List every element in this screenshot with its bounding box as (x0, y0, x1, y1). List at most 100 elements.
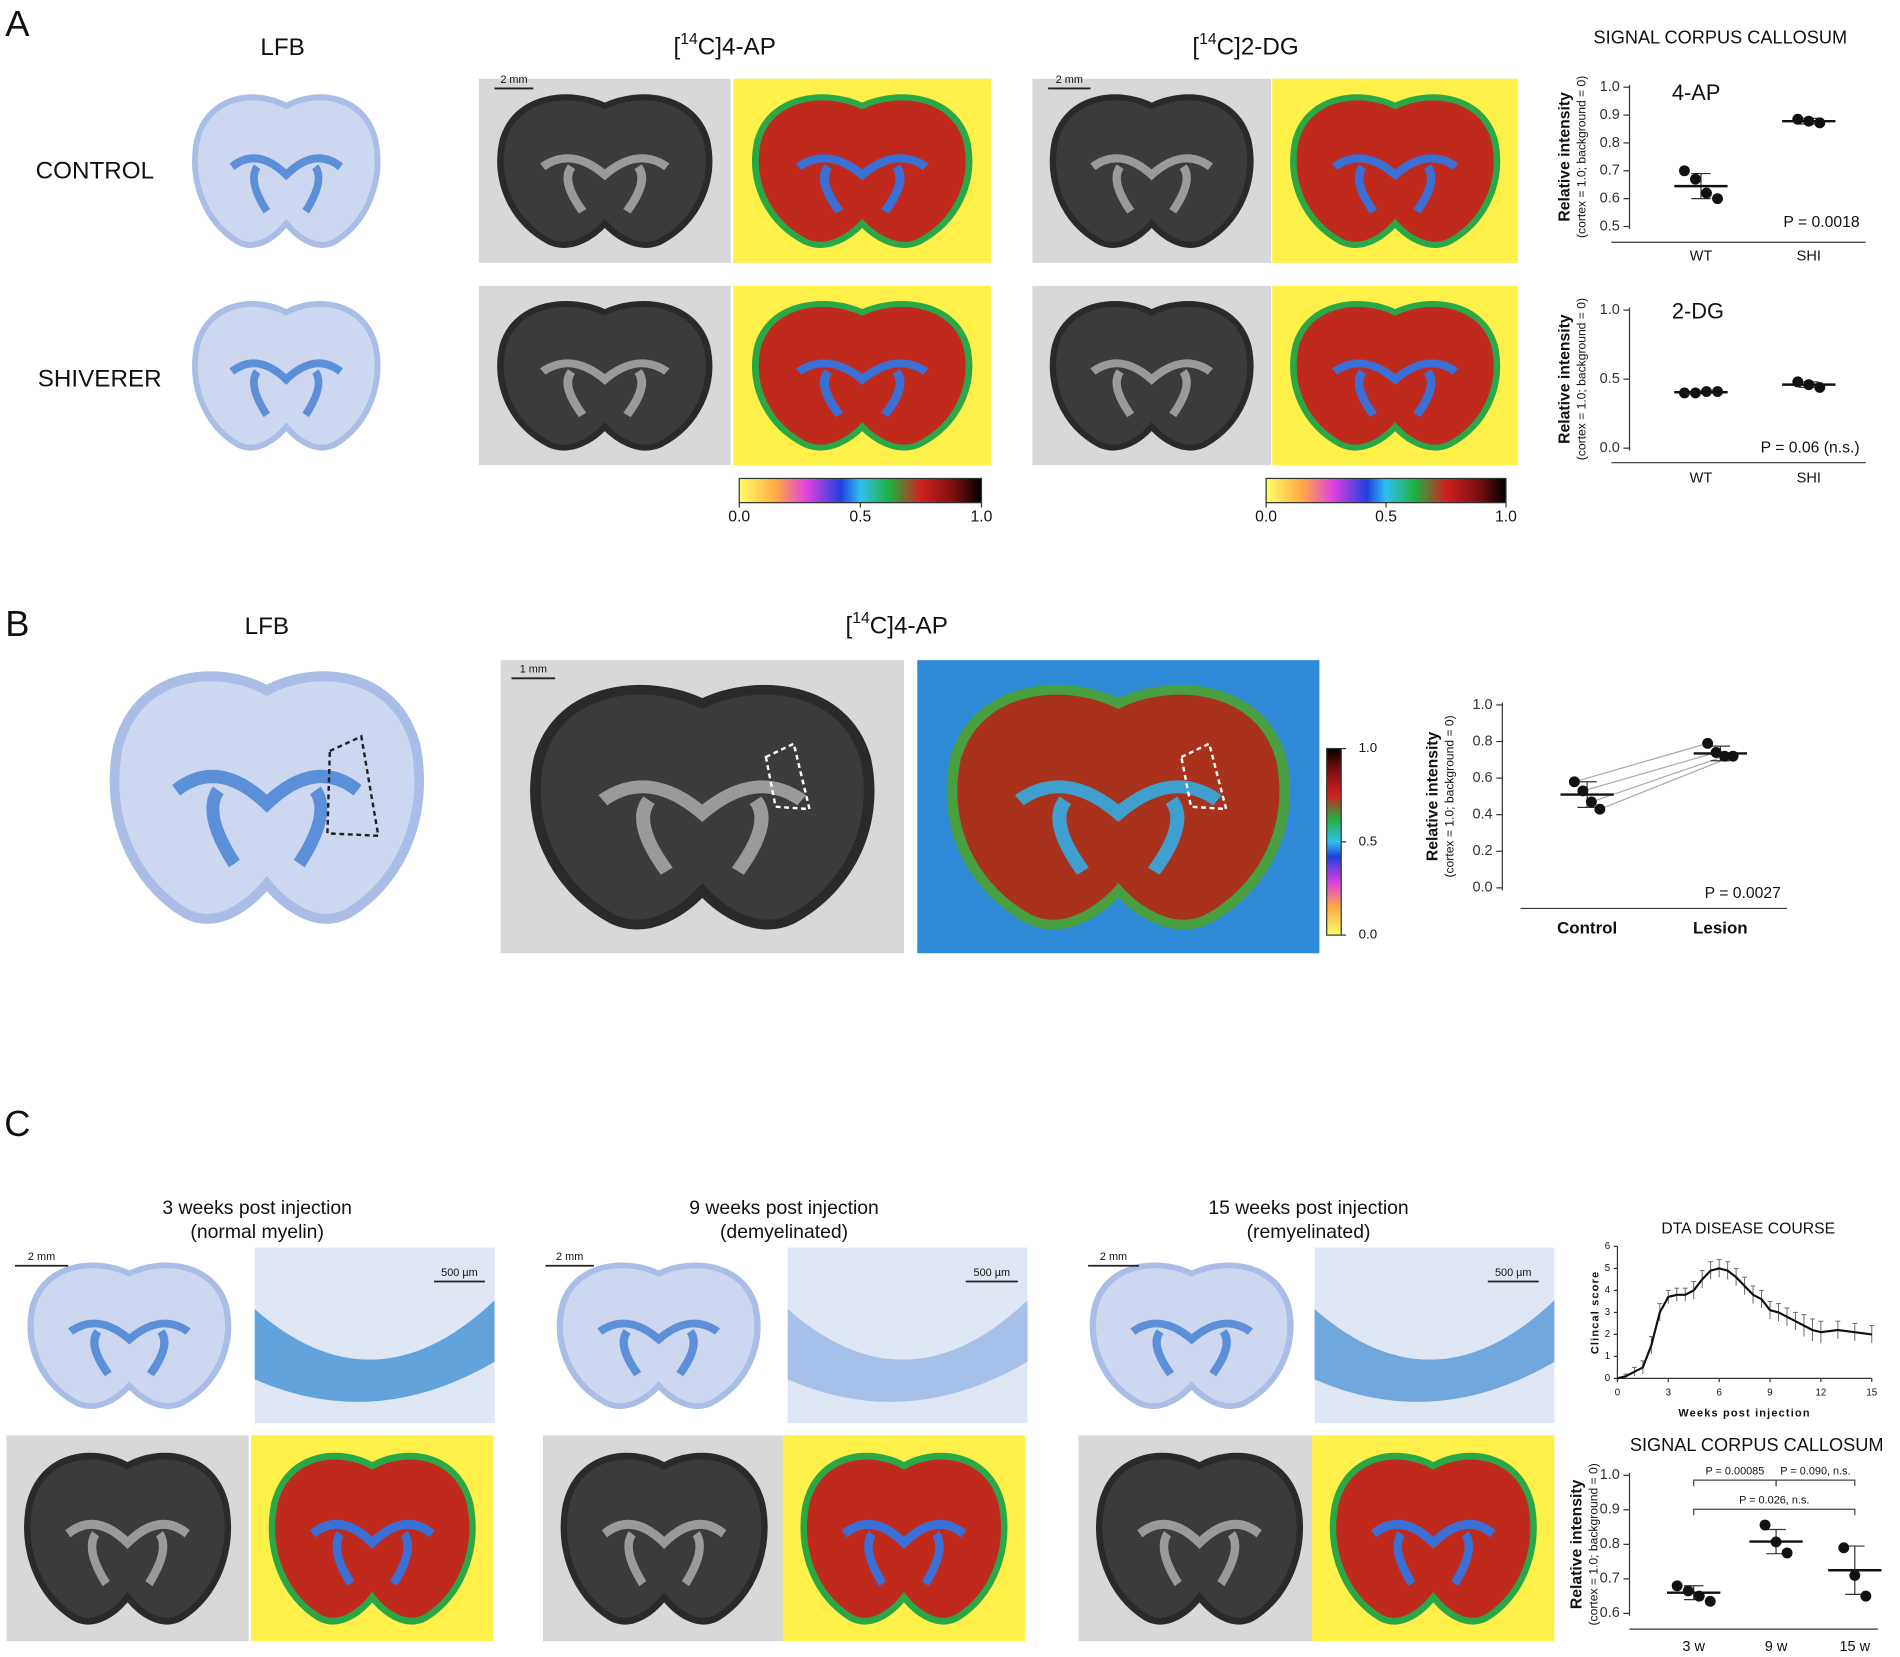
score-line (1617, 1267, 1872, 1380)
x-tick-label: WT (1690, 470, 1713, 486)
y-tick-label: 0.7 (1600, 1571, 1620, 1587)
column-title: 3 weeks post injection (162, 1197, 352, 1219)
lesion-outline (1179, 741, 1228, 811)
panel-letter: C (4, 1103, 30, 1144)
data-point (1671, 1580, 1683, 1592)
scale-bar-label: 2 mm (556, 1251, 583, 1263)
colorbar (1326, 747, 1342, 936)
x-tick-label: 9 w (1765, 1639, 1788, 1655)
x-tick-label: 0 (1615, 1388, 1621, 1399)
colorbar-tick-label: 0.0 (728, 508, 750, 525)
chart-label: 2-DG (1672, 298, 1724, 323)
data-point (1719, 750, 1731, 762)
y-tick-label: 0.0 (1472, 880, 1492, 896)
y-tick-label: 0.9 (1600, 107, 1620, 123)
comparison-bracket (1775, 1479, 1856, 1487)
x-tick-label: 12 (1816, 1388, 1827, 1399)
zoom-tract (254, 1300, 495, 1402)
chart-title: DTA DISEASE COURSE (1661, 1221, 1835, 1238)
colorbar-tick-label: 0.0 (1359, 927, 1378, 942)
comparison-label: P = 0.00085 (1705, 1466, 1764, 1478)
chart-title: SIGNAL CORPUS CALLOSUM (1630, 1435, 1884, 1455)
data-point (1814, 117, 1826, 129)
column-title: 15 weeks post injection (1208, 1197, 1408, 1219)
data-point (1690, 387, 1701, 399)
y-tick-label: 4 (1605, 1285, 1611, 1296)
p-value: P = 0.0027 (1705, 885, 1781, 902)
data-point (1704, 1595, 1716, 1607)
panel-title: [14C]4-AP (846, 610, 948, 640)
y-tick-label: 0.7 (1600, 163, 1620, 179)
data-point (1727, 750, 1739, 762)
panel-letter: B (5, 603, 29, 644)
colorbar-tick-label: 1.0 (971, 508, 993, 525)
colorbar (1265, 477, 1507, 504)
data-point (1803, 379, 1815, 391)
y-tick-label: 2 (1605, 1329, 1610, 1340)
data-point (1568, 776, 1580, 788)
data-point (1759, 1519, 1771, 1531)
y-tick-label: 1.0 (1600, 79, 1620, 95)
y-tick-label: 0.2 (1472, 843, 1492, 859)
lesion-outline (326, 734, 380, 838)
scale-bar-label: 500 µm (441, 1267, 478, 1279)
y-tick-label: 0.8 (1472, 733, 1492, 749)
pair-line (1574, 742, 1708, 783)
x-tick-label: 15 w (1839, 1639, 1870, 1655)
y-tick-label: 1.0 (1600, 1467, 1620, 1483)
panel-title: LFB (245, 613, 289, 640)
x-axis-label: Weeks post injection (1678, 1407, 1810, 1419)
column-subtitle: (remyelinated) (1247, 1221, 1371, 1243)
chart-title: SIGNAL CORPUS CALLOSUM (1594, 28, 1848, 48)
row-label: SHIVERER (38, 366, 162, 393)
x-tick-label: WT (1690, 249, 1713, 265)
data-point (1693, 1590, 1705, 1602)
comparison-label: P = 0.026, n.s. (1739, 1495, 1809, 1507)
chart-label: 4-AP (1672, 80, 1720, 105)
x-tick-label: SHI (1797, 249, 1821, 265)
y-axis-label: Clincal score (1589, 1271, 1601, 1355)
title-superscript: 14 (680, 31, 698, 48)
title-part: [ (674, 34, 681, 61)
data-point (1814, 381, 1826, 393)
y-axis-label: Relative intensity (1569, 1479, 1586, 1609)
y-tick-label: 0.8 (1600, 135, 1620, 151)
y-tick-label: 0.5 (1600, 371, 1620, 387)
y-axis-label: Relative intensity (1556, 314, 1573, 444)
data-point (1849, 1569, 1861, 1581)
y-tick-label: 0.0 (1600, 440, 1620, 456)
colorbar (738, 477, 983, 504)
y-axis-label: Relative intensity (1556, 92, 1573, 222)
p-value: P = 0.0018 (1783, 214, 1860, 231)
title-part: C]4-AP (698, 34, 776, 61)
y-tick-label: 1 (1605, 1351, 1610, 1362)
y-tick-label: 6 (1605, 1241, 1610, 1252)
pair-line (1582, 751, 1717, 792)
comparison-bracket (1693, 1508, 1856, 1516)
y-axis-sublabel: (cortex = 1.0; background = 0) (1442, 715, 1456, 877)
scale-bar-label: 2 mm (1056, 74, 1083, 86)
data-point (1682, 1585, 1694, 1597)
title-part: C]4-AP (870, 613, 948, 640)
zoom-tract (787, 1300, 1028, 1402)
data-point (1860, 1590, 1872, 1602)
data-point (1710, 747, 1722, 758)
data-point (1838, 1542, 1850, 1554)
title-superscript: 14 (1199, 31, 1217, 48)
data-point (1690, 173, 1701, 185)
panel-letter: A (5, 3, 30, 44)
colorbar-tick-label: 0.5 (1375, 508, 1397, 525)
title-superscript: 14 (852, 610, 870, 627)
data-point (1781, 1547, 1793, 1559)
colorbar-tick-label: 0.0 (1255, 508, 1277, 525)
comparison-bracket (1693, 1479, 1777, 1487)
colorbar-tick-label: 1.0 (1495, 508, 1517, 525)
panel-title: [14C]4-AP (674, 31, 776, 61)
y-tick-label: 0.4 (1472, 807, 1492, 823)
scale-bar-label: 500 µm (974, 1267, 1011, 1279)
x-tick-label: 9 (1767, 1388, 1772, 1399)
x-tick-label: 3 w (1682, 1639, 1705, 1655)
x-tick-label: 6 (1716, 1388, 1721, 1399)
